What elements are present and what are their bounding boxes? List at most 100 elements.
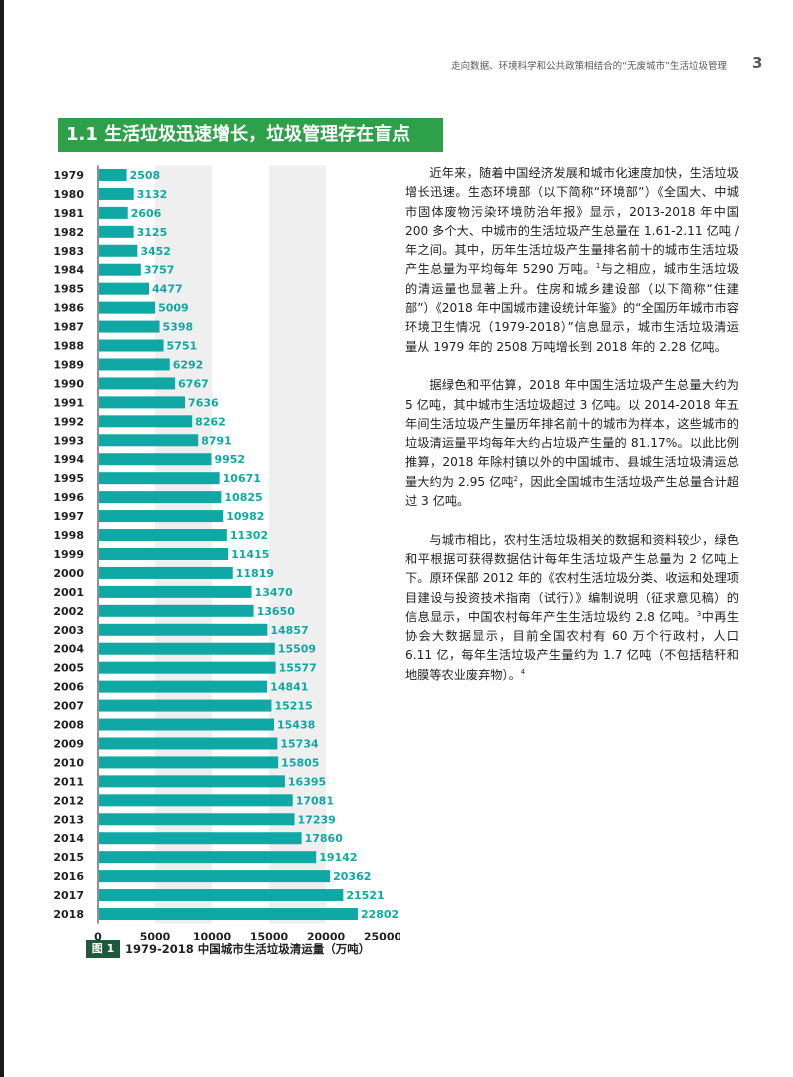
data-label: 22802	[361, 908, 399, 921]
y-tick-label: 2011	[53, 775, 84, 788]
data-label: 3757	[144, 264, 175, 277]
data-label: 9952	[214, 453, 245, 466]
bar	[99, 889, 344, 902]
chart-grid-band	[269, 165, 326, 924]
bar	[99, 851, 317, 864]
y-tick-label: 2010	[53, 756, 84, 769]
y-tick-label: 1997	[53, 510, 84, 523]
y-tick-label: 1983	[53, 245, 84, 258]
bar	[99, 661, 276, 674]
x-tick-label: 15000	[250, 931, 289, 941]
data-label: 6292	[173, 358, 204, 371]
figure-badge: 图 1	[86, 940, 120, 958]
x-tick-label: 25000	[364, 931, 400, 941]
y-tick-label: 2003	[53, 624, 84, 637]
y-tick-label: 2014	[53, 832, 84, 845]
y-tick-label: 1989	[53, 358, 84, 371]
data-label: 11415	[231, 548, 269, 561]
paragraph-2: 据绿色和平估算，2018 年中国生活垃圾产生总量大约为 5 亿吨，其中城市生活垃…	[405, 376, 739, 511]
data-label: 17239	[298, 813, 336, 826]
bar	[99, 396, 186, 409]
bar	[99, 377, 176, 390]
data-label: 21521	[346, 889, 384, 902]
data-label: 5398	[163, 321, 194, 334]
data-label: 2508	[130, 169, 161, 182]
data-label: 15438	[277, 719, 315, 732]
footnote-ref-4: 4	[520, 667, 526, 676]
y-tick-label: 1984	[53, 264, 84, 277]
y-tick-label: 1995	[53, 472, 84, 485]
y-tick-label: 2012	[53, 794, 84, 807]
data-label: 17860	[305, 832, 344, 845]
bar	[99, 604, 254, 617]
y-tick-label: 2015	[53, 851, 84, 864]
data-label: 13470	[255, 586, 294, 599]
y-tick-label: 2018	[53, 908, 84, 921]
data-label: 15734	[280, 737, 319, 750]
x-tick-label: 5000	[140, 931, 171, 941]
bar	[99, 339, 164, 352]
paragraph-3-part-a: 与城市相比，农村生活垃圾相关的数据和资料较少，绿色和平根据可获得数据估计每年生活…	[405, 532, 739, 624]
bar	[99, 699, 272, 712]
bar	[99, 737, 278, 750]
bar	[99, 206, 128, 219]
bar	[99, 529, 227, 542]
data-label: 13650	[257, 605, 296, 618]
x-tick-label: 0	[94, 931, 102, 941]
bar	[99, 453, 212, 466]
bar	[99, 320, 160, 333]
y-tick-label: 2016	[53, 870, 84, 883]
bar	[99, 225, 134, 238]
data-label: 10671	[223, 472, 261, 485]
data-label: 8262	[195, 415, 226, 428]
bar	[99, 510, 224, 523]
chart-grid-band	[155, 165, 212, 924]
y-tick-label: 1996	[53, 491, 84, 504]
y-tick-label: 2013	[53, 813, 84, 826]
data-label: 8791	[201, 434, 232, 447]
y-tick-label: 1993	[53, 434, 84, 447]
footnote-ref-2: 2	[513, 474, 519, 483]
data-label: 16395	[288, 775, 326, 788]
bar	[99, 794, 293, 807]
data-label: 5751	[167, 340, 198, 353]
bar-chart: 1979 2508 1980 3132 1981 2606 1982 3125 1983 3452…	[53, 165, 400, 941]
bar	[99, 472, 220, 485]
y-tick-label: 1999	[53, 548, 84, 561]
bar	[99, 263, 141, 276]
paragraph-1: 近年来，随着中国经济发展和城市化速度加快，生活垃圾增长迅速。生态环境部（以下简称…	[405, 164, 739, 357]
page-number: 3	[752, 54, 763, 72]
data-label: 14857	[270, 624, 308, 637]
y-tick-label: 1982	[53, 226, 84, 239]
paragraph-3: 与城市相比，农村生活垃圾相关的数据和资料较少，绿色和平根据可获得数据估计每年生活…	[405, 531, 739, 685]
footnote-ref-3: 3	[696, 609, 702, 618]
bar	[99, 358, 170, 371]
data-label: 6767	[178, 377, 209, 390]
data-label: 15805	[281, 756, 319, 769]
y-tick-label: 2007	[53, 700, 84, 713]
paragraph-1-part-b: 与之相应，城市生活垃圾的清运量也显著上升。住房和城乡建设部（以下简称“住建部”）…	[405, 262, 740, 354]
data-label: 15215	[274, 700, 312, 713]
data-label: 15509	[278, 643, 316, 656]
data-label: 3132	[137, 188, 168, 201]
y-tick-label: 1992	[53, 415, 84, 428]
y-tick-label: 2002	[53, 605, 84, 618]
bar	[99, 434, 199, 447]
section-title-band	[58, 118, 443, 152]
paragraph-1-part-a: 近年来，随着中国经济发展和城市化速度加快，生活垃圾增长迅速。生态环境部（以下简称…	[405, 166, 739, 277]
y-tick-label: 1987	[53, 321, 84, 334]
data-label: 4477	[152, 283, 183, 296]
left-edge-rule	[0, 0, 4, 1077]
data-label: 3125	[137, 226, 168, 239]
data-label: 11302	[230, 529, 268, 542]
bar	[99, 244, 138, 257]
bar	[99, 642, 275, 655]
data-label: 19142	[319, 851, 357, 864]
y-tick-label: 2009	[53, 737, 84, 750]
section-title: 1.1 生活垃圾迅速增长，垃圾管理存在盲点	[66, 124, 411, 145]
bar	[99, 301, 156, 314]
bar	[99, 547, 229, 560]
y-tick-label: 2005	[53, 662, 84, 675]
y-tick-label: 2017	[53, 889, 84, 902]
y-tick-label: 1985	[53, 283, 84, 296]
